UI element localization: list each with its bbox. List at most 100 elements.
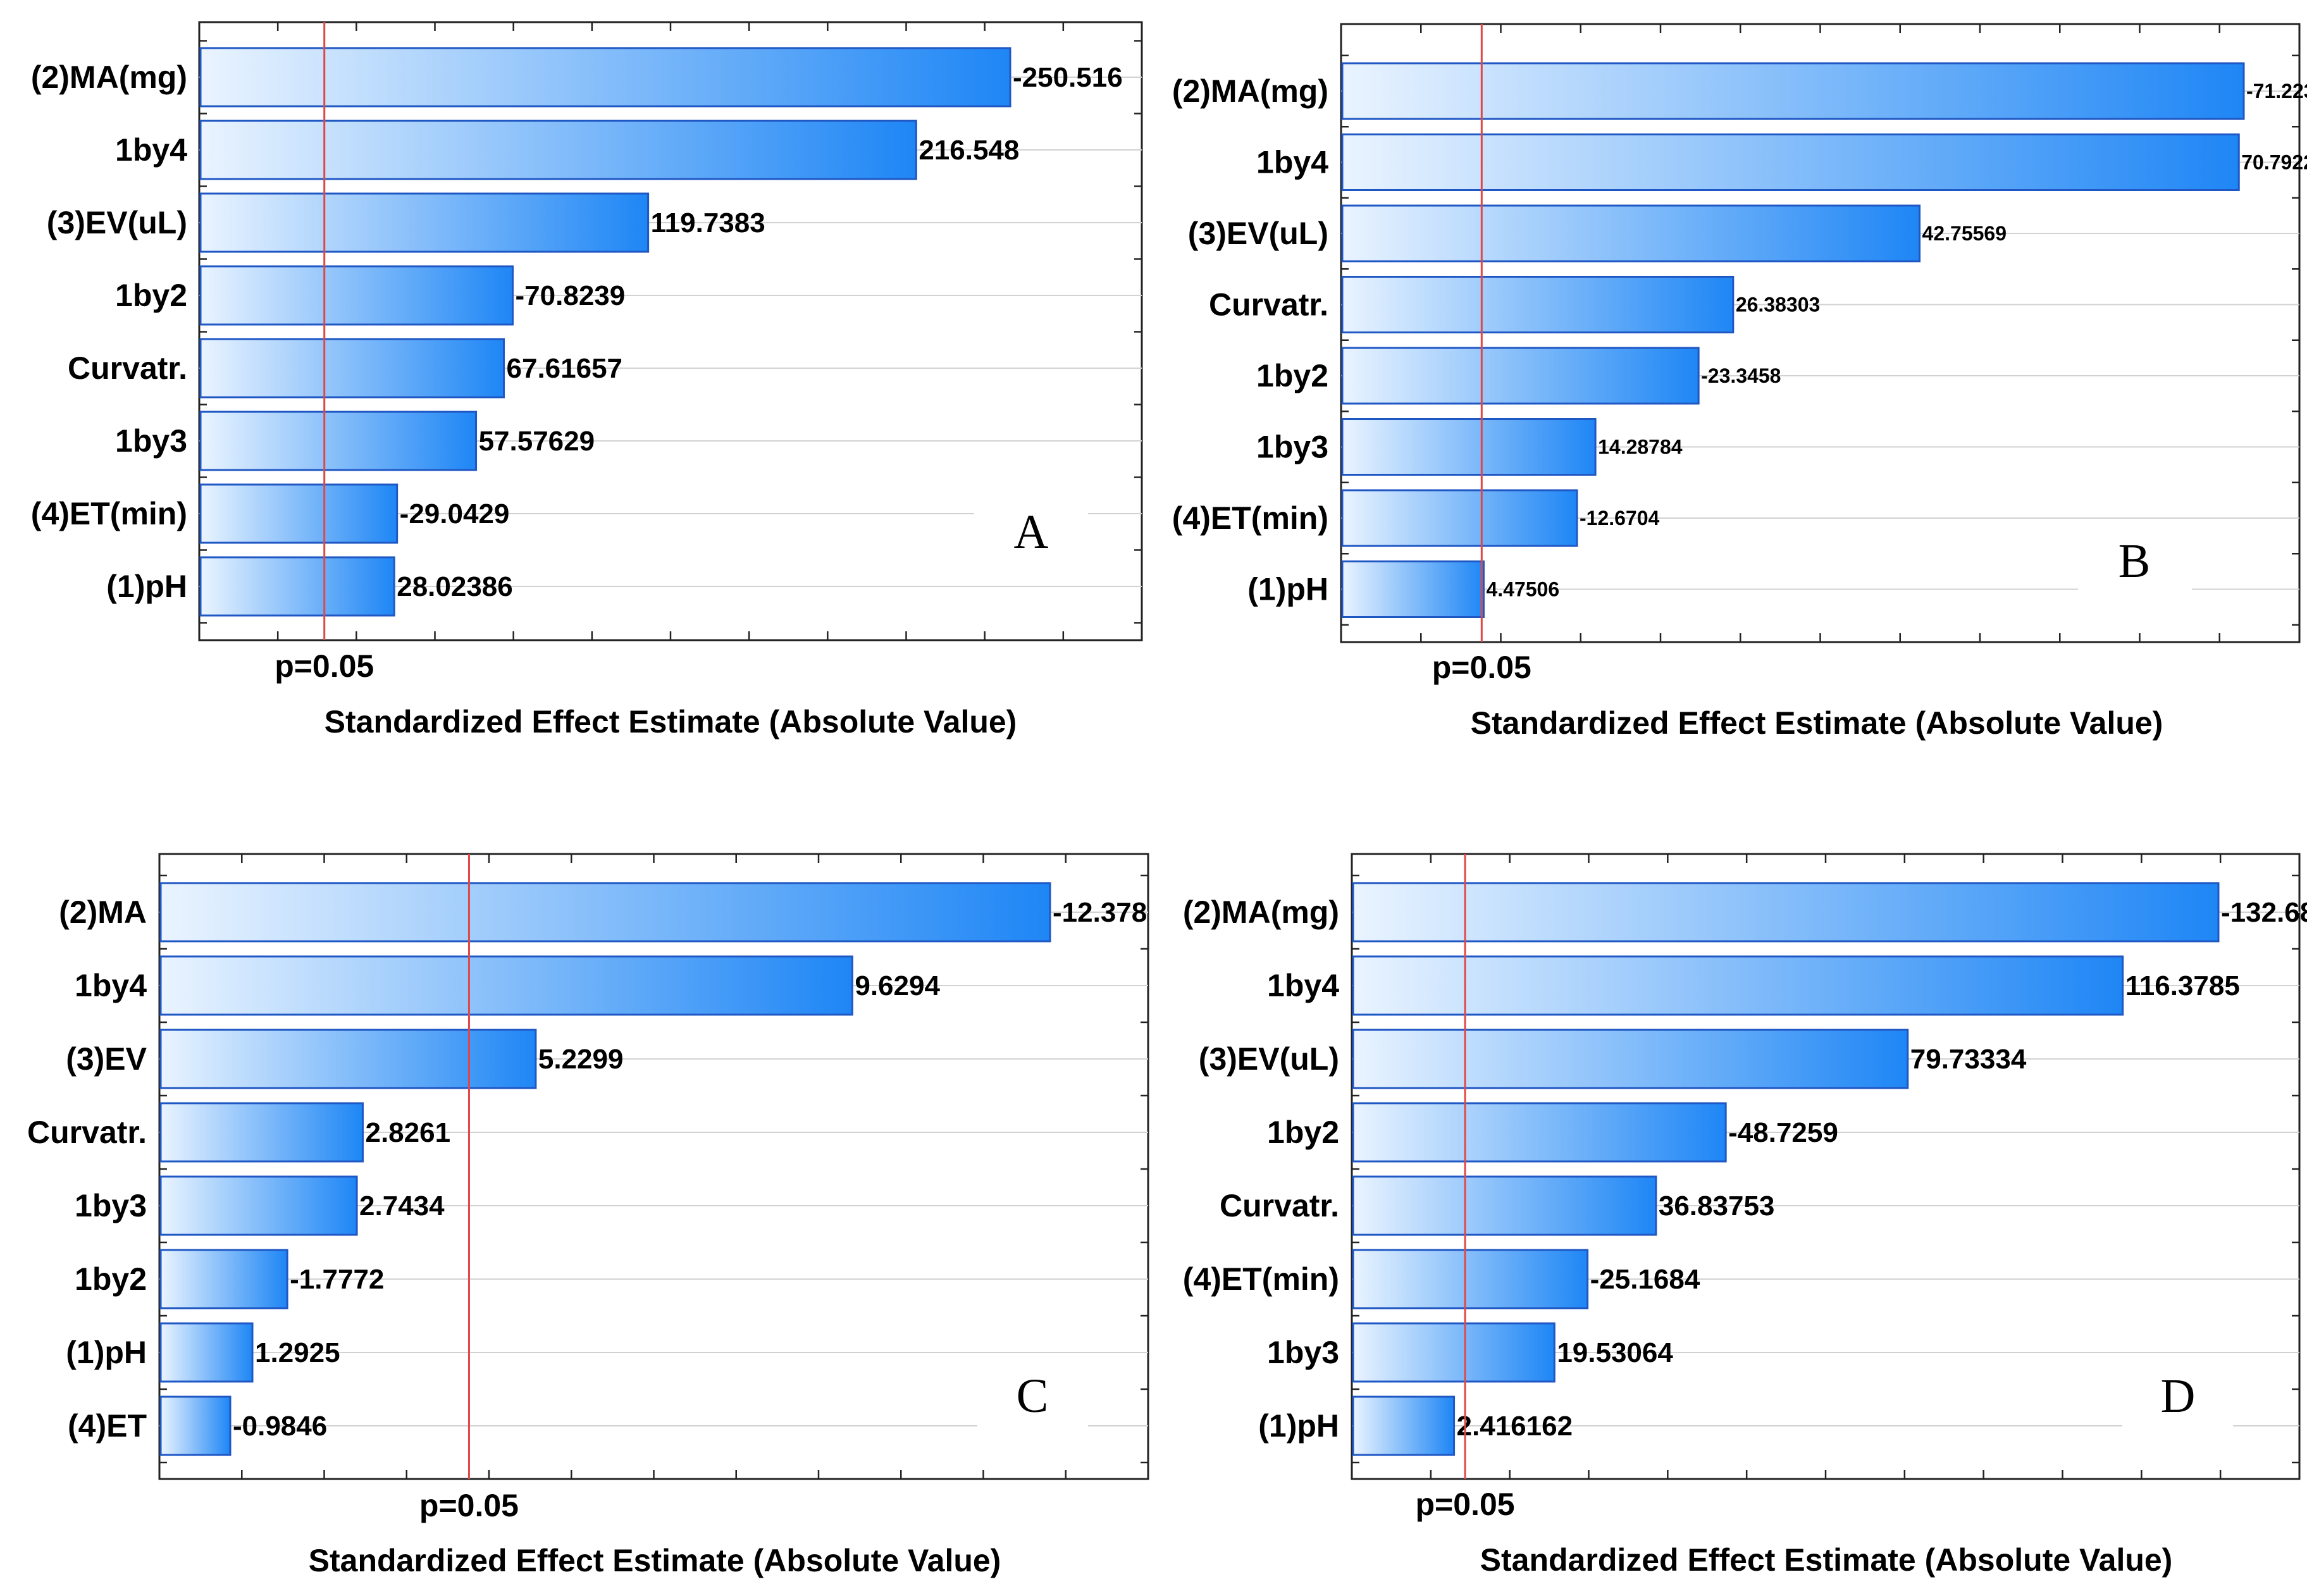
- bar-value-label: 42.75569: [1922, 222, 2007, 245]
- x-axis-title: Standardized Effect Estimate (Absolute V…: [1480, 1542, 2173, 1578]
- bar-value-label: 116.3785: [2125, 970, 2240, 1001]
- bar: [1352, 1249, 1589, 1309]
- x-axis-title: Standardized Effect Estimate (Absolute V…: [1471, 705, 2163, 741]
- bar: [1341, 418, 1597, 476]
- bar-value-label: 67.61657: [507, 353, 623, 384]
- bar-value-label: -48.7259: [1728, 1117, 1838, 1148]
- category-label: (3)EV(uL): [47, 205, 187, 240]
- bar-value-label: 26.38303: [1736, 294, 1820, 316]
- panel-c-letter: C: [1017, 1370, 1049, 1423]
- category-label: (2)MA(mg): [1183, 894, 1339, 930]
- category-label: 1by2: [1256, 358, 1328, 393]
- bar-value-label: -12.378: [1053, 897, 1147, 928]
- bar: [1341, 560, 1485, 618]
- category-label: Curvatr.: [27, 1115, 147, 1150]
- category-label: Curvatr.: [1220, 1188, 1339, 1223]
- bar: [1352, 1102, 1727, 1163]
- bar-value-label: 36.83753: [1659, 1191, 1775, 1222]
- bar-value-label: 57.57629: [479, 426, 595, 457]
- significance-label: p=0.05: [1432, 650, 1531, 685]
- category-label: (2)MA: [59, 894, 147, 930]
- category-label: (4)ET(min): [1172, 500, 1328, 536]
- category-label: (3)EV(uL): [1188, 216, 1328, 251]
- bar-value-label: 2.7434: [359, 1191, 445, 1222]
- bar: [1352, 1029, 1909, 1089]
- category-label: (2)MA(mg): [31, 59, 187, 95]
- category-label: (4)ET(min): [31, 496, 187, 531]
- bar: [1341, 347, 1700, 405]
- panel-letter-background: [974, 505, 1088, 574]
- bar-value-label: -70.8239: [516, 280, 626, 311]
- bar: [1341, 62, 2245, 120]
- bar: [159, 1175, 358, 1236]
- bar-value-label: 2.8261: [365, 1117, 450, 1148]
- panel-b-letter: B: [2118, 535, 2151, 588]
- category-label: 1by3: [1267, 1335, 1339, 1370]
- bar: [1352, 882, 2220, 943]
- pareto-chart-c: -12.378 (2)MA 9.6294 1by4 5.2299 (3)EV 2.8261 C…: [0, 798, 1151, 1595]
- pareto-chart-b-svg: -71.2235 (2)MA(mg) 70.79222 1by4 42.75569 (3)…: [1172, 23, 2307, 741]
- bar: [159, 1395, 232, 1456]
- category-label: 1by3: [115, 423, 187, 459]
- category-label: (3)EV(uL): [1199, 1041, 1339, 1077]
- pareto-chart-b: -71.2235 (2)MA(mg) 70.79222 1by4 42.75569 (3)…: [1145, 0, 2307, 797]
- bar-value-label: 19.53064: [1557, 1337, 1673, 1368]
- bar: [1341, 276, 1735, 333]
- bar-value-label: -25.1684: [1590, 1264, 1700, 1295]
- panel-d-letter: D: [2161, 1370, 2196, 1423]
- panel-letter-background: [977, 1371, 1088, 1434]
- category-label: 1by3: [75, 1188, 147, 1223]
- bar: [1352, 955, 2124, 1016]
- category-label: (1)pH: [106, 569, 187, 604]
- category-label: 1by2: [75, 1261, 147, 1297]
- bar-value-label: -0.9846: [233, 1411, 327, 1442]
- bar: [1352, 1395, 1456, 1456]
- bar: [159, 955, 853, 1016]
- bar: [1341, 204, 1921, 263]
- category-label: (1)pH: [1247, 572, 1328, 607]
- bar: [199, 556, 395, 617]
- bar: [1352, 1322, 1556, 1383]
- category-label: 1by2: [115, 278, 187, 313]
- panel-letter-background: [2122, 1371, 2233, 1434]
- bar-value-label: 5.2299: [538, 1044, 624, 1075]
- bar-value-label: -1.7772: [290, 1264, 384, 1295]
- bar-value-label: 4.47506: [1486, 578, 1559, 601]
- category-label: 1by4: [75, 968, 147, 1003]
- bar-value-label: 70.79222: [2241, 151, 2307, 174]
- category-label: 1by2: [1267, 1115, 1339, 1150]
- pareto-chart-c-svg: -12.378 (2)MA 9.6294 1by4 5.2299 (3)EV 2.8261 C…: [27, 853, 1149, 1578]
- bar-value-label: 2.416162: [1457, 1411, 1573, 1442]
- category-label: (2)MA(mg): [1172, 73, 1328, 109]
- panel-letter-background: [2078, 535, 2192, 604]
- category-label: (4)ET(min): [1183, 1261, 1339, 1297]
- category-label: (4)ET: [68, 1408, 147, 1444]
- pareto-chart-a-svg: -250.516 (2)MA(mg) 216.548 1by4 119.7383 (3)E…: [31, 21, 1143, 739]
- pareto-chart-a: -250.516 (2)MA(mg) 216.548 1by4 119.7383 (3)E…: [0, 0, 1151, 797]
- bar-value-label: -12.6704: [1580, 507, 1660, 529]
- category-label: Curvatr.: [68, 350, 187, 386]
- bar-value-label: -23.3458: [1701, 364, 1781, 387]
- bar: [199, 265, 514, 326]
- bar: [159, 1322, 254, 1383]
- bar-value-label: 1.2925: [255, 1337, 340, 1368]
- bar: [159, 1029, 537, 1089]
- bar: [199, 120, 917, 180]
- x-axis-title: Standardized Effect Estimate (Absolute V…: [309, 1543, 1001, 1578]
- bar: [1352, 1175, 1657, 1236]
- bar: [1341, 133, 2240, 191]
- pareto-chart-d-svg: -132.688 (2)MA(mg) 116.3785 1by4 79.73334 (3)…: [1183, 853, 2307, 1578]
- category-label: 1by4: [1256, 145, 1328, 180]
- bar: [199, 411, 478, 471]
- bar: [159, 1249, 288, 1309]
- bar-value-label: 119.7383: [651, 207, 765, 238]
- bar-value-label: -29.0429: [400, 498, 510, 529]
- bar: [199, 338, 505, 399]
- panel-a-letter: A: [1014, 505, 1049, 559]
- category-label: (1)pH: [1258, 1408, 1339, 1444]
- significance-label: p=0.05: [1416, 1487, 1515, 1522]
- bar-value-label: 79.73334: [1910, 1044, 2027, 1075]
- bar: [159, 882, 1051, 943]
- category-label: Curvatr.: [1209, 287, 1328, 323]
- bar-value-label: 14.28784: [1598, 436, 1683, 459]
